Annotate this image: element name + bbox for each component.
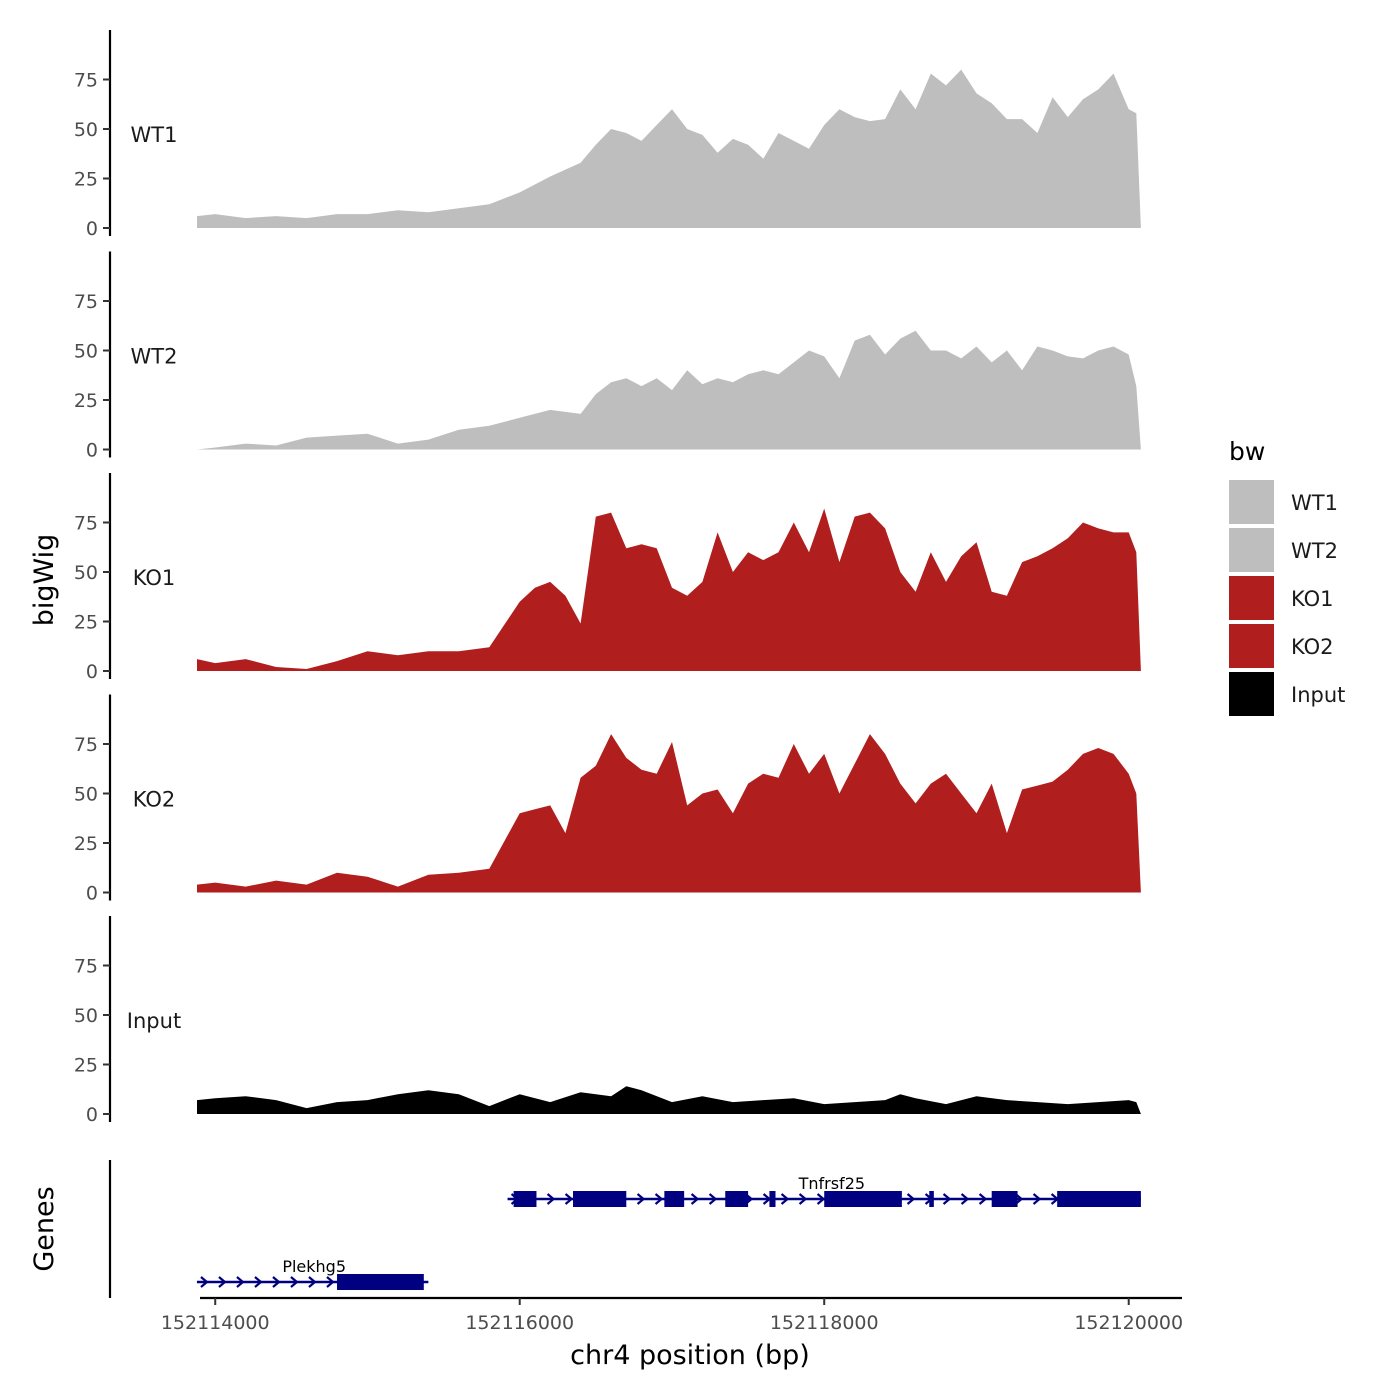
track-label-wt2: WT2 <box>131 345 178 369</box>
y-tick-label: 75 <box>74 291 98 313</box>
x-tick-label: 152120000 <box>1074 1312 1183 1334</box>
gene-plekhg5: Plekhg5 <box>196 1257 429 1290</box>
y-tick-label: 75 <box>74 956 98 978</box>
y-tick-label: 0 <box>86 440 98 462</box>
track-label-ko1: KO1 <box>133 566 176 590</box>
legend-label-ko2: KO2 <box>1291 635 1334 659</box>
x-axis: 152114000 152116000 152118000 152120000 <box>161 1296 1183 1334</box>
y-tick-label: 0 <box>86 1104 98 1126</box>
track-panel-ko2: 0 25 50 75 KO2 <box>74 694 1141 905</box>
y-tick-label: 0 <box>86 883 98 905</box>
track-panel-wt1: 0 25 50 75 WT1 <box>74 30 1141 240</box>
legend-label-wt2: WT2 <box>1291 539 1338 563</box>
legend-key-ko1 <box>1229 576 1274 620</box>
coverage-area-input <box>197 1086 1141 1114</box>
strand-arrow <box>236 1276 245 1288</box>
legend-label-wt1: WT1 <box>1291 491 1338 515</box>
exon-block <box>664 1191 685 1207</box>
gene-label: Tnfrsf25 <box>798 1174 865 1193</box>
track-label-wt1: WT1 <box>131 123 178 147</box>
coverage-area-ko2 <box>197 734 1141 893</box>
y-tick-label: 75 <box>74 513 98 535</box>
strand-arrow <box>1032 1193 1042 1205</box>
strand-arrow <box>798 1193 808 1205</box>
coverage-area-wt1 <box>197 69 1141 228</box>
track-panel-wt2: 0 25 50 75 WT2 <box>74 251 1141 462</box>
exon-block <box>573 1191 627 1207</box>
coverage-tracks: 0 25 50 75 WT1 0 25 50 75 WT2 0 25 50 75 KO1 0 25 50 75 KO2… <box>74 30 1141 1126</box>
exon-block <box>513 1191 537 1207</box>
strand-arrow <box>654 1193 664 1205</box>
strand-arrow <box>200 1276 209 1288</box>
gene-label: Plekhg5 <box>282 1257 346 1276</box>
strand-arrow <box>906 1193 916 1205</box>
y-tick-label: 0 <box>86 218 98 240</box>
exon-block <box>725 1191 749 1207</box>
track-panel-ko1: 0 25 50 75 KO1 <box>74 473 1141 683</box>
y-tick-label: 25 <box>74 390 98 412</box>
strand-arrow <box>308 1276 317 1288</box>
y-tick-label: 50 <box>74 119 98 141</box>
x-tick-label: 152118000 <box>770 1312 879 1334</box>
exon-block <box>824 1191 902 1207</box>
track-label-ko2: KO2 <box>133 788 176 812</box>
strand-arrow <box>960 1193 970 1205</box>
y-tick-label: 25 <box>74 833 98 855</box>
x-axis-title: chr4 position (bp) <box>570 1340 810 1371</box>
y-tick-label: 0 <box>86 661 98 683</box>
legend: bw WT1 WT2 KO1 KO2 Input <box>1229 437 1345 716</box>
strand-arrow <box>546 1193 556 1205</box>
genes-panel: Genes Tnfrsf25 Plekhg5 <box>29 1160 1141 1298</box>
exon-block <box>991 1191 1018 1207</box>
strand-arrow <box>942 1193 952 1205</box>
y-tick-label: 25 <box>74 1055 98 1077</box>
x-tick-label: 152114000 <box>161 1312 270 1334</box>
strand-arrow <box>272 1276 281 1288</box>
exon-block <box>337 1274 424 1290</box>
strand-arrow <box>816 1193 826 1205</box>
gene-tnfrsf25: Tnfrsf25 <box>507 1174 1141 1207</box>
y-tick-label: 75 <box>74 734 98 756</box>
strand-arrow <box>564 1193 574 1205</box>
y-tick-label: 50 <box>74 562 98 584</box>
strand-arrow <box>780 1193 790 1205</box>
y-tick-label: 25 <box>74 612 98 634</box>
strand-arrow <box>978 1193 988 1205</box>
legend-key-wt1 <box>1229 480 1274 524</box>
legend-label-ko1: KO1 <box>1291 587 1334 611</box>
legend-title: bw <box>1229 437 1265 466</box>
strand-arrow <box>636 1193 646 1205</box>
genes-track-title: Genes <box>29 1186 60 1271</box>
exon-block <box>929 1191 934 1207</box>
y-tick-label: 50 <box>74 1005 98 1027</box>
y-tick-label: 75 <box>74 70 98 92</box>
strand-arrow <box>218 1276 227 1288</box>
strand-arrow <box>254 1276 263 1288</box>
y-axis-title: bigWig <box>29 534 60 627</box>
strand-arrow <box>690 1193 700 1205</box>
strand-arrow <box>290 1276 299 1288</box>
legend-key-wt2 <box>1229 528 1274 572</box>
y-tick-label: 50 <box>74 341 98 363</box>
y-tick-label: 50 <box>74 784 98 806</box>
legend-key-input <box>1229 672 1274 716</box>
legend-key-ko2 <box>1229 624 1274 668</box>
coverage-area-wt2 <box>197 330 1141 450</box>
strand-arrow <box>708 1193 718 1205</box>
track-panel-input: 0 25 50 75 Input <box>74 916 1141 1126</box>
y-tick-label: 25 <box>74 169 98 191</box>
x-tick-label: 152116000 <box>465 1312 574 1334</box>
legend-label-input: Input <box>1291 683 1345 707</box>
strand-arrow <box>326 1276 335 1288</box>
exon-block <box>1057 1191 1141 1207</box>
exon-block <box>769 1191 776 1207</box>
coverage-area-ko1 <box>197 508 1141 671</box>
track-label-input: Input <box>127 1009 181 1033</box>
